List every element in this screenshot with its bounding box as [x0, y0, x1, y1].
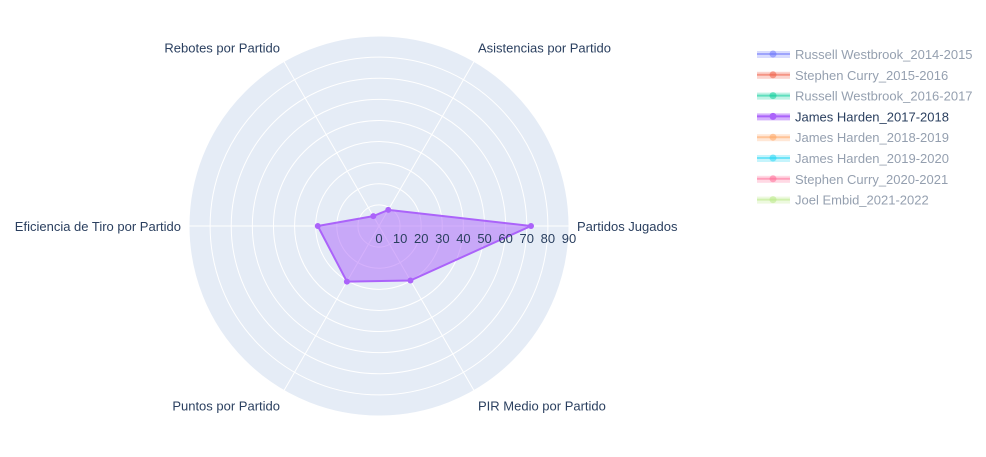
legend-item[interactable]: Joel Embid_2021-2022	[757, 193, 929, 208]
axis-label: Eficiencia de Tiro por Partido	[15, 219, 181, 234]
legend-label: James Harden_2017-2018	[795, 109, 949, 124]
legend-marker	[769, 133, 777, 141]
legend-item[interactable]: Russell Westbrook_2014-2015	[757, 47, 973, 62]
radial-tick-label: 70	[520, 231, 534, 246]
axis-label: Asistencias por Partido	[478, 41, 611, 56]
grid-spoke	[378, 61, 475, 227]
legend-label: Stephen Curry_2015-2016	[795, 68, 948, 83]
legend-item[interactable]: James Harden_2017-2018	[757, 109, 949, 124]
axis-label: Rebotes por Partido	[164, 41, 280, 56]
radial-tick-label: 90	[562, 231, 576, 246]
legend: Russell Westbrook_2014-2015 Stephen Curry…	[757, 47, 973, 208]
radial-tick-label: 0	[375, 231, 382, 246]
legend-label: Russell Westbrook_2016-2017	[795, 89, 973, 104]
radial-tick-label: 40	[456, 231, 470, 246]
legend-marker	[769, 112, 777, 120]
legend-label: James Harden_2019-2020	[795, 151, 949, 166]
radial-tick-label: 60	[498, 231, 512, 246]
legend-marker	[769, 175, 777, 183]
legend-item[interactable]: James Harden_2019-2020	[757, 151, 949, 166]
angular-axis-labels: Partidos Jugados Asistencias por Partido R…	[15, 41, 678, 414]
series-point	[343, 278, 350, 285]
axis-label: Partidos Jugados	[577, 219, 678, 234]
legend-item[interactable]: Russell Westbrook_2016-2017	[757, 89, 973, 104]
legend-marker	[769, 71, 777, 79]
grid-spoke	[283, 61, 380, 227]
legend-label: Russell Westbrook_2014-2015	[795, 47, 973, 62]
radial-tick-label: 30	[435, 231, 449, 246]
legend-item[interactable]: Stephen Curry_2020-2021	[757, 172, 948, 187]
axis-label: PIR Medio por Partido	[478, 398, 606, 413]
legend-marker	[769, 50, 777, 58]
radial-tick-label: 10	[393, 231, 407, 246]
series-point	[407, 277, 414, 284]
series-layer	[314, 206, 534, 285]
legend-item[interactable]: Stephen Curry_2015-2016	[757, 68, 948, 83]
legend-label: James Harden_2018-2019	[795, 130, 949, 145]
legend-label: Joel Embid_2021-2022	[795, 193, 929, 208]
radial-tick-label: 50	[477, 231, 491, 246]
legend-marker	[769, 196, 777, 204]
radial-tick-label: 20	[414, 231, 428, 246]
radial-tick-labels: 0 10 20 30 40 50 60 70 80 90	[375, 231, 576, 246]
series-point	[370, 213, 377, 220]
legend-marker	[769, 154, 777, 162]
legend-marker	[769, 92, 777, 100]
axis-label: Puntos por Partido	[172, 398, 280, 413]
series-point	[314, 223, 321, 229]
legend-item[interactable]: James Harden_2018-2019	[757, 130, 949, 145]
series-point	[385, 206, 392, 213]
series-point	[528, 223, 534, 229]
radial-tick-label: 80	[541, 231, 555, 246]
legend-label: Stephen Curry_2020-2021	[795, 172, 948, 187]
